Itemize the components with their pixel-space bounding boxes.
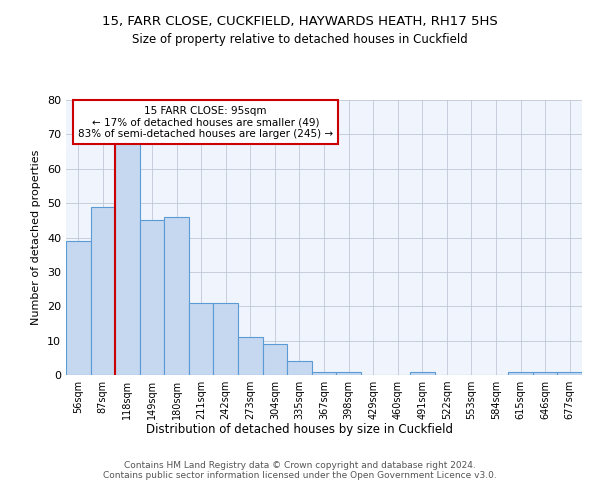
Bar <box>140 220 164 375</box>
Bar <box>214 303 238 375</box>
Text: 15, FARR CLOSE, CUCKFIELD, HAYWARDS HEATH, RH17 5HS: 15, FARR CLOSE, CUCKFIELD, HAYWARDS HEAT… <box>102 15 498 28</box>
Bar <box>189 303 214 375</box>
Bar <box>164 217 189 375</box>
Bar <box>287 361 312 375</box>
Text: Distribution of detached houses by size in Cuckfield: Distribution of detached houses by size … <box>146 422 454 436</box>
Text: Contains HM Land Registry data © Crown copyright and database right 2024.
Contai: Contains HM Land Registry data © Crown c… <box>103 460 497 480</box>
Bar <box>557 372 582 375</box>
Bar <box>238 337 263 375</box>
Bar <box>66 241 91 375</box>
Bar <box>533 372 557 375</box>
Text: Size of property relative to detached houses in Cuckfield: Size of property relative to detached ho… <box>132 32 468 46</box>
Bar <box>336 372 361 375</box>
Text: 15 FARR CLOSE: 95sqm
← 17% of detached houses are smaller (49)
83% of semi-detac: 15 FARR CLOSE: 95sqm ← 17% of detached h… <box>78 106 333 138</box>
Bar <box>115 141 140 375</box>
Bar <box>508 372 533 375</box>
Bar <box>312 372 336 375</box>
Bar <box>91 206 115 375</box>
Bar <box>410 372 434 375</box>
Bar <box>263 344 287 375</box>
Y-axis label: Number of detached properties: Number of detached properties <box>31 150 41 325</box>
